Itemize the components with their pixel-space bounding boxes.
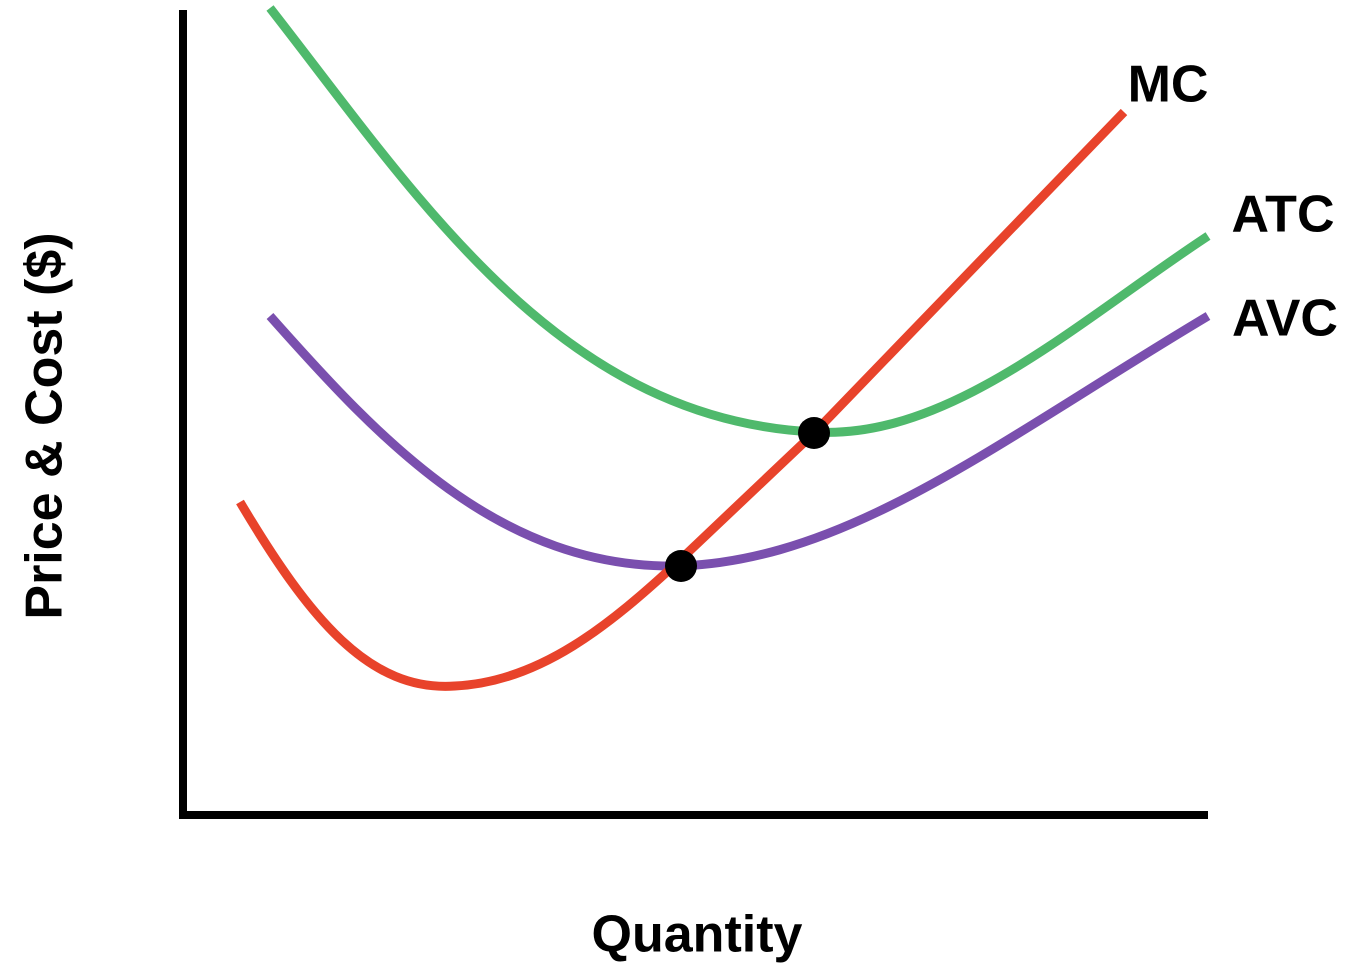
curve-label: AVC	[1232, 290, 1338, 348]
avc-min-point	[665, 550, 697, 582]
curve-label: ATC	[1231, 186, 1334, 244]
curve-label: MC	[1128, 56, 1209, 114]
mc-curve	[236, 108, 1128, 691]
avc-curve	[266, 312, 1211, 571]
x-axis-label: Quantity	[592, 906, 803, 964]
atc-curve	[266, 5, 1211, 437]
y-axis-label: Price & Cost ($)	[16, 232, 74, 619]
atc-min-point	[798, 417, 830, 449]
